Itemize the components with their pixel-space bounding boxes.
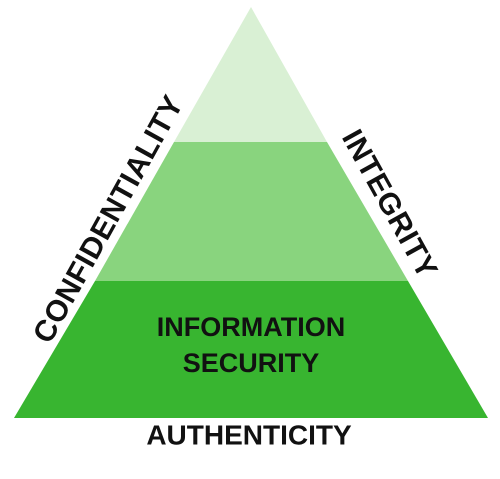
label-security: SECURITY bbox=[183, 348, 320, 378]
pyramid-tier-middle bbox=[95, 142, 408, 281]
label-information: INFORMATION bbox=[157, 312, 345, 342]
label-authenticity: AUTHENTICITY bbox=[146, 419, 352, 450]
pyramid-tier-base bbox=[14, 281, 488, 418]
pyramid-tier-top bbox=[174, 7, 327, 142]
